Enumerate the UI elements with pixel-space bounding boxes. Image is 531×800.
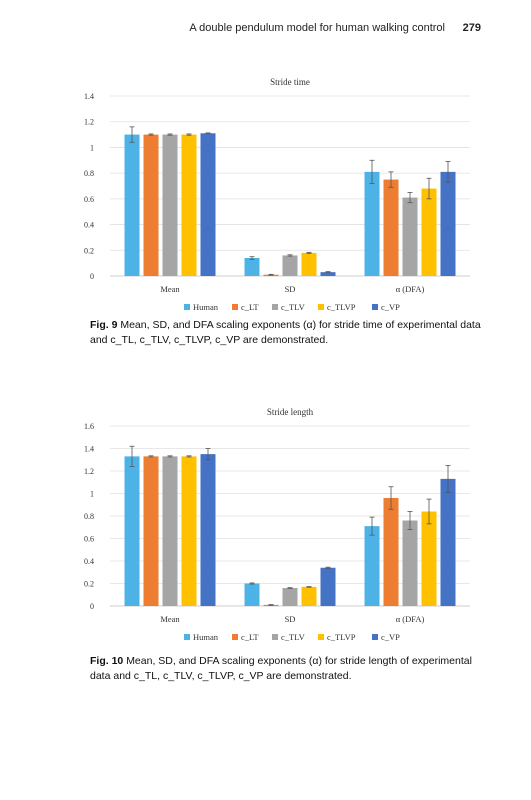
bar xyxy=(181,456,197,606)
bar xyxy=(143,134,159,276)
bar xyxy=(421,511,437,606)
legend-swatch xyxy=(272,304,278,310)
stride-time-chart: Stride time 0 0.2 0.4 0.6 0.8 1 1.2 1.4 Mean SD α (… xyxy=(84,77,470,312)
figure-10-text: Mean, SD, and DFA scaling exponents (α) … xyxy=(90,655,472,682)
y-tick-label: 1.2 xyxy=(84,467,94,476)
running-title: A double pendulum model for human walkin… xyxy=(189,22,445,34)
page-header: A double pendulum model for human walkin… xyxy=(0,22,531,40)
y-tick-label: 0.6 xyxy=(84,535,94,544)
bar xyxy=(124,134,140,276)
legend-label: c_TLVP xyxy=(327,632,356,642)
bar xyxy=(301,252,317,276)
y-tick-label: 1.4 xyxy=(84,92,94,101)
legend-swatch xyxy=(318,634,324,640)
y-tick-label: 0.8 xyxy=(84,169,94,178)
bar xyxy=(244,258,260,276)
figure-9-caption: Fig. 9 Mean, SD, and DFA scaling exponen… xyxy=(90,318,490,348)
chart-title: Stride length xyxy=(267,407,314,417)
y-tick-label: 1.4 xyxy=(84,445,94,454)
bar xyxy=(244,583,260,606)
y-tick-label: 0.2 xyxy=(84,580,94,589)
bar xyxy=(364,171,380,276)
y-tick-label: 1.2 xyxy=(84,118,94,127)
bar xyxy=(320,567,336,606)
legend-swatch xyxy=(184,634,190,640)
bar xyxy=(162,456,178,606)
bar xyxy=(181,134,197,276)
bar xyxy=(124,456,140,606)
legend-label: c_TLV xyxy=(281,632,306,642)
bar xyxy=(364,526,380,606)
y-tick-label: 1.6 xyxy=(84,422,94,431)
figure-9-text: Mean, SD, and DFA scaling exponents (α) … xyxy=(90,319,481,346)
legend-label: Human xyxy=(193,632,219,642)
legend-label: c_VP xyxy=(381,632,400,642)
bar xyxy=(402,197,418,276)
bar xyxy=(282,588,298,606)
chart-title: Stride time xyxy=(270,77,310,87)
y-tick-label: 0.8 xyxy=(84,512,94,521)
bar xyxy=(143,456,159,606)
y-tick-label: 1 xyxy=(90,143,94,152)
x-category-label: SD xyxy=(285,284,296,294)
x-category-label: SD xyxy=(285,614,296,624)
legend-swatch xyxy=(318,304,324,310)
legend-swatch xyxy=(232,634,238,640)
legend-label: c_LT xyxy=(241,302,259,312)
bar xyxy=(440,478,456,606)
legend-label: Human xyxy=(193,302,219,312)
figure-10-caption: Fig. 10 Mean, SD, and DFA scaling expone… xyxy=(90,654,490,684)
y-tick-label: 0 xyxy=(90,602,94,611)
bar xyxy=(421,188,437,276)
x-category-label: α (DFA) xyxy=(396,614,425,624)
legend-swatch xyxy=(272,634,278,640)
legend-swatch xyxy=(232,304,238,310)
y-tick-label: 0.4 xyxy=(84,557,94,566)
legend-label: c_TLVP xyxy=(327,302,356,312)
page-number: 279 xyxy=(462,22,481,34)
bar xyxy=(200,454,216,606)
legend-swatch xyxy=(372,634,378,640)
legend-label: c_TLV xyxy=(281,302,306,312)
bar xyxy=(301,586,317,606)
bar xyxy=(440,171,456,276)
figure-9-label: Fig. 9 xyxy=(90,319,118,331)
bar xyxy=(282,255,298,276)
stride-length-chart: Stride length 0 0.2 0.4 0.6 0.8 1 1.2 1.4 1.6 Mean… xyxy=(84,407,470,642)
y-tick-label: 0.2 xyxy=(84,246,94,255)
y-tick-label: 0.6 xyxy=(84,195,94,204)
bar xyxy=(320,272,336,276)
bar xyxy=(383,498,399,606)
legend-swatch xyxy=(372,304,378,310)
legend-label: c_LT xyxy=(241,632,259,642)
y-tick-label: 1 xyxy=(90,490,94,499)
bar xyxy=(200,133,216,276)
y-tick-label: 0.4 xyxy=(84,221,94,230)
x-category-label: Mean xyxy=(160,284,180,294)
bar xyxy=(162,134,178,276)
figure-10-label: Fig. 10 xyxy=(90,655,124,667)
x-category-label: Mean xyxy=(160,614,180,624)
bar xyxy=(383,179,399,276)
x-category-label: α (DFA) xyxy=(396,284,425,294)
y-tick-label: 0 xyxy=(90,272,94,281)
legend-swatch xyxy=(184,304,190,310)
bar xyxy=(402,520,418,606)
legend-label: c_VP xyxy=(381,302,400,312)
